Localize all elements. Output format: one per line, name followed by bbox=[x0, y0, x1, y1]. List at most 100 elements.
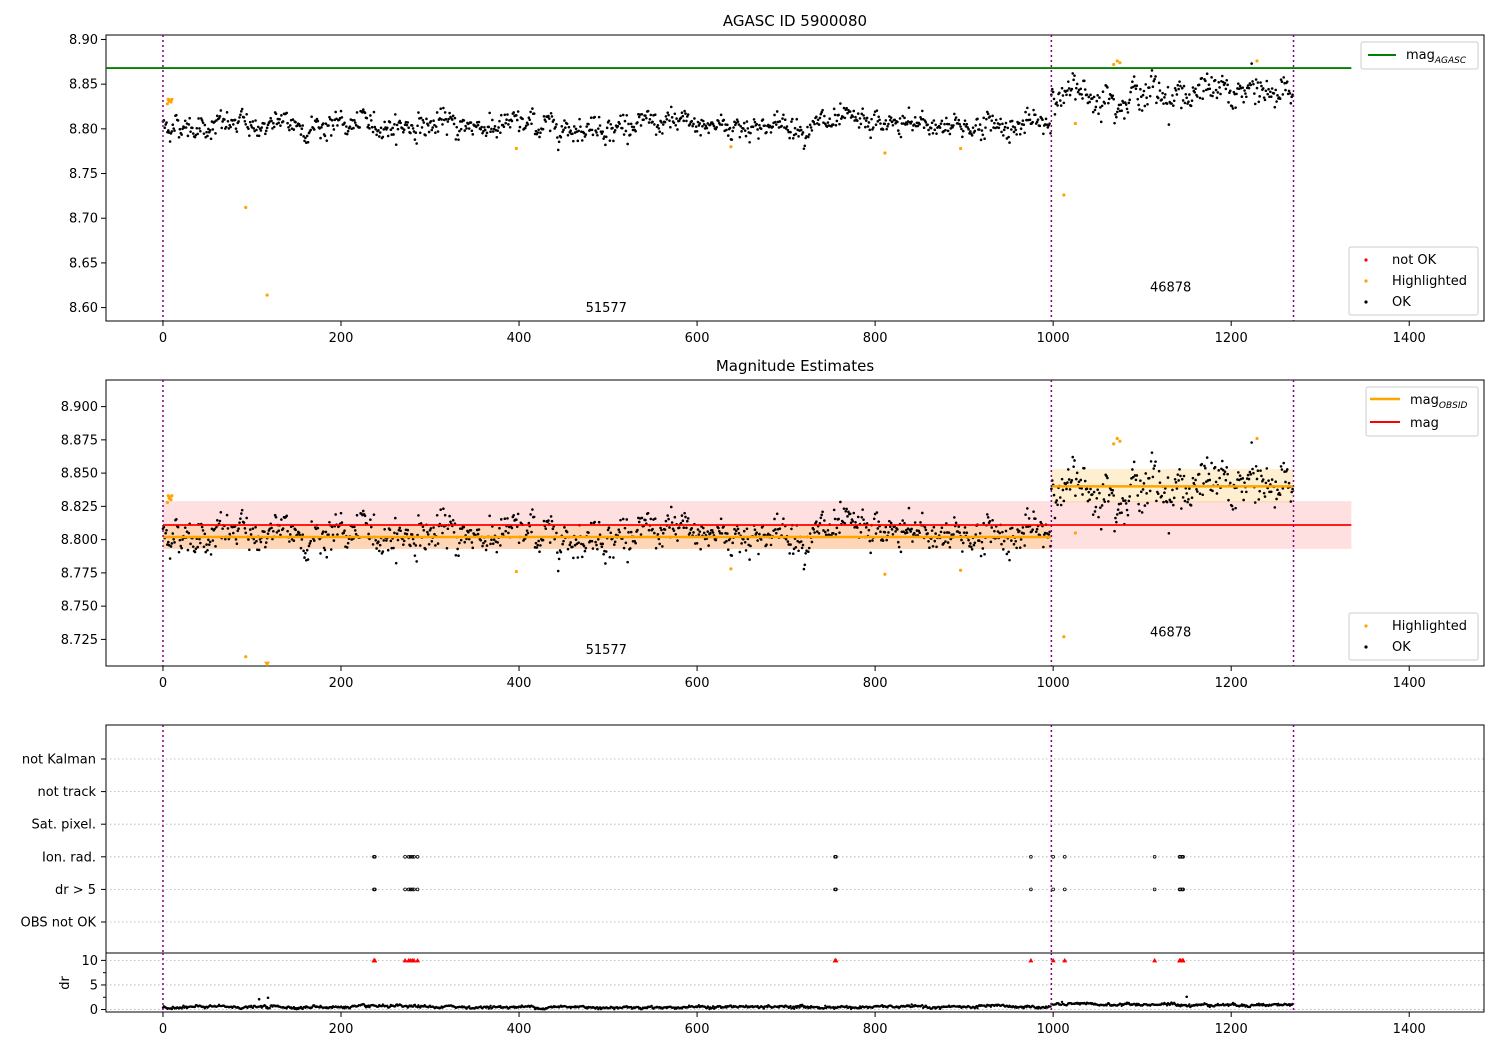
ok-point bbox=[1168, 498, 1172, 502]
ok-point bbox=[864, 119, 868, 122]
ok-point bbox=[1237, 82, 1240, 85]
ok-point bbox=[279, 533, 282, 537]
ok-point bbox=[1204, 466, 1207, 470]
ok-point bbox=[744, 134, 748, 138]
ok-point bbox=[734, 529, 738, 533]
ok-point bbox=[580, 139, 584, 142]
ok-point bbox=[932, 525, 936, 529]
ok-point bbox=[1166, 85, 1170, 89]
ok-point bbox=[467, 537, 471, 541]
ok-point bbox=[717, 119, 720, 123]
ok-point bbox=[1264, 89, 1268, 93]
ok-point bbox=[1102, 498, 1106, 501]
ok-point bbox=[195, 126, 199, 130]
ok-point bbox=[1099, 120, 1103, 124]
ok-point bbox=[1111, 94, 1115, 97]
ok-point bbox=[436, 542, 440, 545]
ok-point bbox=[249, 533, 253, 536]
highlighted-point bbox=[169, 498, 173, 502]
ok-point bbox=[961, 129, 965, 133]
ok-point bbox=[433, 532, 436, 536]
highlighted-point bbox=[883, 572, 887, 576]
ok-point bbox=[206, 134, 209, 138]
ok-point bbox=[183, 119, 187, 123]
highlighted-point bbox=[883, 151, 887, 155]
dr-y-tick-label: 5 bbox=[90, 978, 98, 993]
ok-point bbox=[1230, 504, 1234, 508]
ok-point bbox=[506, 113, 509, 116]
ok-point bbox=[1148, 94, 1152, 98]
ok-point bbox=[725, 539, 728, 543]
ok-point bbox=[561, 542, 564, 546]
highlighted-point bbox=[1062, 193, 1066, 197]
ok-point bbox=[928, 132, 931, 136]
ok-point bbox=[962, 122, 966, 126]
ok-point bbox=[1255, 86, 1259, 90]
ok-point bbox=[559, 135, 563, 139]
ok-point bbox=[1001, 530, 1004, 534]
ok-point bbox=[1083, 79, 1086, 83]
ok-point bbox=[252, 537, 256, 541]
ok-point bbox=[527, 521, 531, 525]
ok-point bbox=[584, 133, 588, 136]
highlighted-point bbox=[514, 569, 518, 574]
ok-point bbox=[255, 539, 258, 543]
ok-point bbox=[532, 515, 536, 519]
ok-point bbox=[1060, 86, 1064, 90]
ok-point bbox=[1026, 106, 1029, 110]
ok-point bbox=[487, 125, 491, 129]
ok-point bbox=[897, 545, 901, 549]
highlighted-point bbox=[1062, 635, 1066, 639]
ok-point bbox=[547, 519, 550, 522]
ok-point bbox=[1172, 496, 1176, 500]
ok-point bbox=[940, 119, 944, 123]
ok-point bbox=[1186, 500, 1189, 504]
ok-point bbox=[547, 114, 550, 118]
ok-point bbox=[692, 531, 695, 534]
ok-point bbox=[531, 107, 534, 110]
highlighted-point bbox=[1118, 439, 1122, 443]
ok-point bbox=[259, 540, 263, 544]
ok-point bbox=[856, 112, 860, 115]
ok-point bbox=[963, 526, 967, 529]
ok-point bbox=[179, 544, 183, 548]
ok-point bbox=[1185, 96, 1188, 100]
ok-point bbox=[881, 539, 885, 542]
ok-point bbox=[1273, 506, 1277, 509]
ok-point bbox=[368, 127, 371, 130]
ok-point bbox=[958, 531, 961, 534]
ok-point bbox=[826, 528, 830, 532]
ok-point bbox=[367, 532, 370, 536]
ok-point bbox=[335, 117, 338, 121]
ok-point bbox=[612, 139, 615, 143]
ok-point bbox=[370, 125, 374, 129]
ok-point bbox=[1081, 97, 1084, 100]
ok-point bbox=[584, 546, 588, 550]
ok-point bbox=[1191, 476, 1195, 480]
ok-point bbox=[529, 513, 532, 516]
ok-point bbox=[556, 551, 559, 554]
ok-point bbox=[597, 520, 601, 524]
ok-point bbox=[394, 561, 398, 565]
y-tick-label: 8.800 bbox=[61, 533, 98, 548]
ok-point bbox=[1195, 488, 1198, 491]
ok-point bbox=[191, 126, 194, 130]
ok-point bbox=[1194, 87, 1197, 91]
dr-clipped-marker bbox=[1028, 957, 1034, 963]
ok-point bbox=[1048, 122, 1051, 125]
ok-point bbox=[1162, 102, 1165, 105]
ok-point bbox=[985, 513, 989, 516]
ok-point bbox=[856, 515, 860, 519]
ok-point bbox=[873, 512, 877, 516]
ok-point bbox=[385, 126, 389, 130]
ok-point bbox=[1257, 100, 1261, 104]
ok-point bbox=[607, 119, 611, 123]
ok-point bbox=[823, 519, 826, 522]
ok-point bbox=[1068, 93, 1072, 97]
ok-point bbox=[178, 127, 182, 131]
ok-point bbox=[595, 543, 598, 547]
flag-marker bbox=[1181, 854, 1185, 859]
ok-point bbox=[1032, 510, 1035, 513]
ok-point bbox=[323, 134, 327, 138]
